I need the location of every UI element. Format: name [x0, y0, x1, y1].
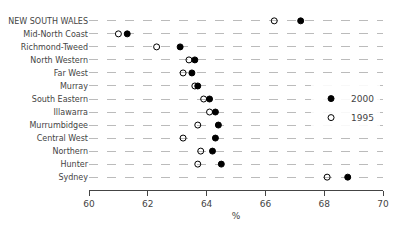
svg-text:70: 70 [377, 199, 389, 209]
svg-text:North Western: North Western [30, 56, 88, 65]
svg-text:Richmond-Tweed: Richmond-Tweed [21, 43, 88, 52]
svg-text:%: % [232, 211, 241, 221]
svg-text:60: 60 [83, 199, 95, 209]
svg-text:Central West: Central West [37, 134, 88, 143]
svg-text:NEW SOUTH WALES: NEW SOUTH WALES [8, 17, 88, 26]
svg-text:Hunter: Hunter [60, 160, 88, 169]
svg-text:Northern: Northern [52, 147, 88, 156]
svg-text:1995: 1995 [351, 113, 374, 123]
svg-text:66: 66 [260, 199, 272, 209]
svg-text:62: 62 [142, 199, 153, 209]
svg-text:Sydney: Sydney [58, 173, 88, 182]
svg-text:Murray: Murray [60, 82, 88, 91]
svg-text:South Eastern: South Eastern [32, 95, 88, 104]
svg-text:Murrumbidgee: Murrumbidgee [29, 121, 88, 130]
svg-text:Mid-North Coast: Mid-North Coast [23, 30, 88, 39]
svg-text:64: 64 [201, 199, 213, 209]
svg-text:Illawarra: Illawarra [54, 108, 89, 117]
svg-text:Far West: Far West [54, 69, 88, 78]
svg-text:2000: 2000 [351, 94, 374, 104]
svg-text:68: 68 [318, 199, 330, 209]
